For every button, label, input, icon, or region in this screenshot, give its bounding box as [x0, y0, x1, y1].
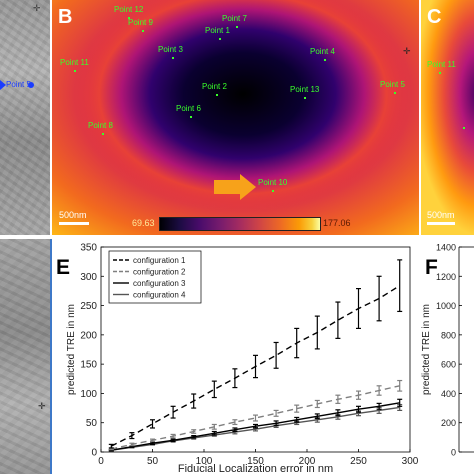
y-tick-label: 1200 [436, 272, 456, 282]
legend-label-4: configuration 4 [133, 291, 186, 300]
legend-label-2: configuration 2 [133, 268, 186, 277]
point-marker-p9 [142, 30, 144, 32]
point-label-p3: Point 3 [158, 45, 183, 54]
panel-b-heatmap: B Point 12 Point 9 Point 7 Point 1 Point 3 Po… [52, 0, 419, 235]
point-11-label: Point 11 [427, 60, 456, 69]
y-axis-label: predicted TRE in nm [421, 304, 432, 395]
y-tick-label: 400 [441, 389, 456, 399]
pointer-arrow-head [240, 174, 256, 200]
point-marker-p8 [102, 133, 104, 135]
point-marker-p12 [128, 17, 130, 19]
panel-c-heatmap: C Point 11 500nm [421, 0, 474, 235]
x-tick-label: 0 [98, 456, 104, 467]
y-tick-label: 600 [441, 360, 456, 370]
y-tick-label: 1400 [436, 243, 456, 253]
y-tick-label: 200 [80, 330, 97, 341]
panel-a-top-image: Point 5 ✛ [0, 0, 50, 235]
y-tick-label: 1000 [436, 301, 456, 311]
y-tick-label: 300 [80, 272, 97, 283]
point-label-p8: Point 8 [88, 121, 113, 130]
point-11-dot [439, 72, 441, 74]
point-label-p13: Point 13 [290, 85, 320, 94]
point-marker-p3 [172, 57, 174, 59]
y-tick-label: 350 [80, 243, 97, 254]
plot-area: 0 50 100 150 200 250 300 350 0 50 100 150 200 250 300 c… [80, 243, 418, 468]
point-5-label: Point 5 [6, 80, 31, 89]
x-tick-label: 200 [299, 456, 316, 467]
point-label-p1: Point 1 [205, 26, 230, 35]
pointer-arrow [214, 180, 240, 194]
point-marker-p10 [272, 190, 274, 192]
colorbar-min-label: 69.63 [132, 218, 155, 228]
y-tick-label: 250 [80, 301, 97, 312]
x-axis-label: Fiducial Localization error in nm [178, 463, 333, 474]
x-tick-label: 150 [247, 456, 264, 467]
point-marker-p6 [190, 116, 192, 118]
point-5-arrow [0, 80, 6, 90]
y-tick-label: 0 [91, 448, 97, 459]
point-marker-p1 [219, 38, 221, 40]
x-tick-label: 300 [402, 456, 419, 467]
panel-d-image: ✛ [0, 239, 50, 474]
y-axis-label: predicted TRE in nm [66, 304, 77, 395]
scalebar [427, 222, 455, 225]
scalebar-label: 500nm [427, 210, 455, 220]
point-label-p10: Point 10 [258, 178, 288, 187]
y-tick-label: 0 [451, 448, 456, 458]
point-label-p11: Point 11 [60, 58, 89, 67]
point-label-p12: Point 12 [114, 5, 144, 14]
point-label-p9: Point 9 [128, 18, 153, 27]
panel-e-chart: E 0 50 100 150 200 250 300 350 0 50 100 150 200 250 30… [56, 243, 419, 474]
y-tick-label: 200 [441, 418, 456, 428]
divider-line [50, 239, 52, 474]
x-tick-label: 50 [147, 456, 159, 467]
point-label-p4: Point 4 [310, 47, 335, 56]
point-marker-p11 [74, 70, 76, 72]
plot-area: 0 200 400 600 800 1000 1200 1400 [436, 243, 474, 458]
y-tick-label: 100 [80, 389, 97, 400]
em-texture [0, 0, 50, 235]
point-label-p2: Point 2 [202, 82, 227, 91]
x-tick-label: 250 [350, 456, 367, 467]
panel-c-letter: C [427, 6, 442, 28]
panel-f-chart: F 0 200 400 600 800 1000 1200 1400 predicted TR… [421, 243, 474, 458]
point-marker-p5 [394, 92, 396, 94]
point-label-p7: Point 7 [222, 14, 247, 23]
panel-f-letter: F [425, 256, 438, 279]
point-5-marker [28, 82, 34, 88]
legend-label-3: configuration 3 [133, 279, 186, 288]
em-texture [0, 239, 50, 474]
x-tick-label: 100 [196, 456, 213, 467]
y-tick-label: 800 [441, 330, 456, 340]
point-marker-p4 [324, 59, 326, 61]
y-tick-label: 150 [80, 360, 97, 371]
point-label-p5: Point 5 [380, 80, 405, 89]
legend-label-1: configuration 1 [133, 256, 186, 265]
point-marker-p13 [304, 97, 306, 99]
crosshair-icon: ✛ [403, 46, 411, 56]
points-layer: Point 12 Point 9 Point 7 Point 1 Point 3 Poin… [52, 0, 419, 235]
crosshair-icon: ✛ [33, 3, 41, 13]
scalebar-label: 500nm [59, 210, 87, 220]
scalebar [59, 222, 89, 225]
panel-e-letter: E [56, 256, 70, 279]
point-label-p6: Point 6 [176, 104, 201, 113]
crosshair-icon: ✛ [38, 401, 46, 411]
y-tick-label: 50 [86, 418, 98, 429]
colorbar-max-label: 177.06 [323, 218, 351, 228]
point-marker-p2 [216, 94, 218, 96]
colorbar [159, 217, 321, 231]
panel-b-letter: B [58, 6, 73, 28]
point-marker-p7 [236, 26, 238, 28]
point-8-dot [463, 127, 465, 129]
